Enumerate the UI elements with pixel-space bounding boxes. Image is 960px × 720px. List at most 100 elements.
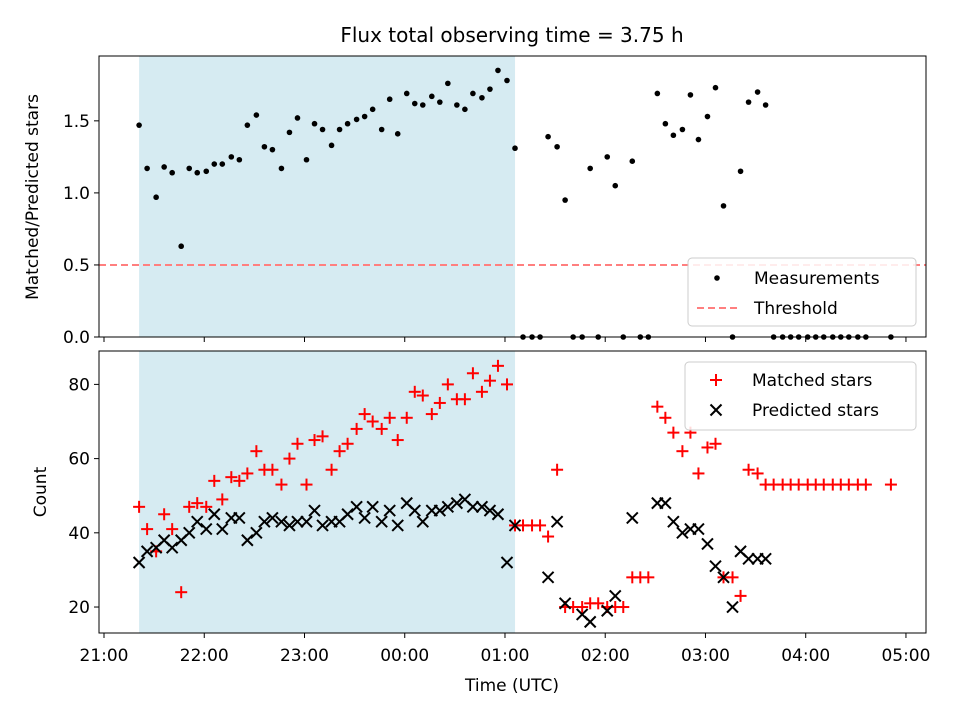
bottom-y-tick-label: 40 [68,524,90,544]
predicted-star-point [742,552,755,565]
predicted-star-point [416,515,429,528]
matched-star-point [425,408,438,421]
predicted-star-point [132,556,146,569]
matched-star-point [667,426,680,439]
top-y-tick-label: 1.0 [63,184,90,204]
matched-star-point [416,389,429,402]
measurement-point [228,154,235,160]
measurement-point [454,102,460,108]
predicted-star-point [508,519,522,532]
measurement-point [369,106,376,113]
bottom-y-axis-label: Count [31,466,51,517]
matched-star-point [283,452,296,465]
legend-matched-marker [710,374,722,386]
x-tick-label: 04:00 [781,646,830,666]
predicted-star-point [667,515,680,528]
measurement-point [286,129,293,136]
predicted-star-point [701,537,714,551]
matched-star-point [141,523,154,536]
matched-star-point [551,463,564,476]
predicted-star-point [601,604,614,617]
top-legend: Measurements Threshold [687,257,917,327]
measurement-point [236,156,243,163]
measurement-point [203,168,210,175]
matched-star-point [333,445,346,458]
predicted-star-point [200,522,213,536]
matched-star-point [709,437,722,450]
measurement-point [737,168,744,175]
matched-star-point [191,497,204,510]
measurement-point [487,86,493,92]
matched-star-point [375,422,388,435]
predicted-star-point [250,526,263,540]
predicted-star-point [441,500,455,514]
predicted-stars-points [132,493,772,629]
matched-star-point [291,437,304,450]
matched-star-point [651,400,664,413]
measurement-point [504,77,510,84]
bottom-x-ticks: 21:00 22:00 23:00 00:00 01:00 02:00 03:00 04:00… [80,633,930,666]
predicted-star-point [358,511,371,525]
top-y-axis-label: Matched/Predicted stars [23,94,43,300]
predicted-star-point [140,545,154,558]
x-axis-label: Time (UTC) [464,676,559,696]
measurement-point [403,90,410,97]
measurement-point [479,94,485,101]
x-tick-label: 22:00 [180,646,229,666]
matched-star-point [316,430,329,443]
matched-star-point [183,500,196,513]
matched-star-point [884,478,897,491]
matched-star-point [308,434,321,447]
top-x-ticks [103,337,907,342]
matched-star-point [400,411,413,424]
x-tick-label: 02:00 [581,646,630,666]
matched-star-point [726,571,739,584]
matched-star-point [225,471,238,484]
matched-star-point [325,463,338,476]
measurement-point [219,161,226,167]
measurement-point [336,126,343,133]
bottom-y-tick-label: 60 [68,450,90,470]
matched-star-point [483,374,496,387]
measurement-point [244,122,251,128]
measurement-point [144,165,150,172]
legend-matched-label: Matched stars [752,371,872,391]
measurement-point [153,194,159,201]
bottom-y-tick-label: 20 [68,598,90,618]
predicted-star-point [266,511,279,525]
measurement-point [303,156,310,163]
matched-star-point [466,367,479,380]
measurement-point [211,161,218,167]
measurement-point [269,146,276,153]
predicted-star-point [491,508,505,521]
measurement-point [178,243,184,250]
predicted-star-point [558,597,572,610]
predicted-star-point [759,552,772,565]
top-y-tick-label: 1.5 [63,112,90,132]
predicted-star-point [500,556,514,569]
predicted-star-point [291,515,304,528]
x-tick-label: 00:00 [380,646,429,666]
measurement-point [419,102,426,108]
predicted-star-point [583,615,597,629]
measurement-point [344,120,351,127]
measurement-point [662,120,669,127]
predicted-star-point [541,571,555,584]
predicted-star-point [709,560,722,573]
predicted-star-point [692,522,705,536]
predicted-star-point [676,526,689,540]
measurement-point [695,136,702,143]
measurement-point [386,96,393,103]
predicted-star-point [717,571,730,584]
matched-star-point [383,411,396,424]
measurement-point [495,67,501,74]
matched-star-point [592,597,605,610]
matched-star-point [216,493,229,506]
legend-matched-plus [710,374,722,386]
measurement-point [604,154,611,160]
measurement-point [361,113,368,120]
predicted-star-point [233,511,246,525]
measurement-point [754,89,761,95]
matched-star-point [617,601,630,614]
